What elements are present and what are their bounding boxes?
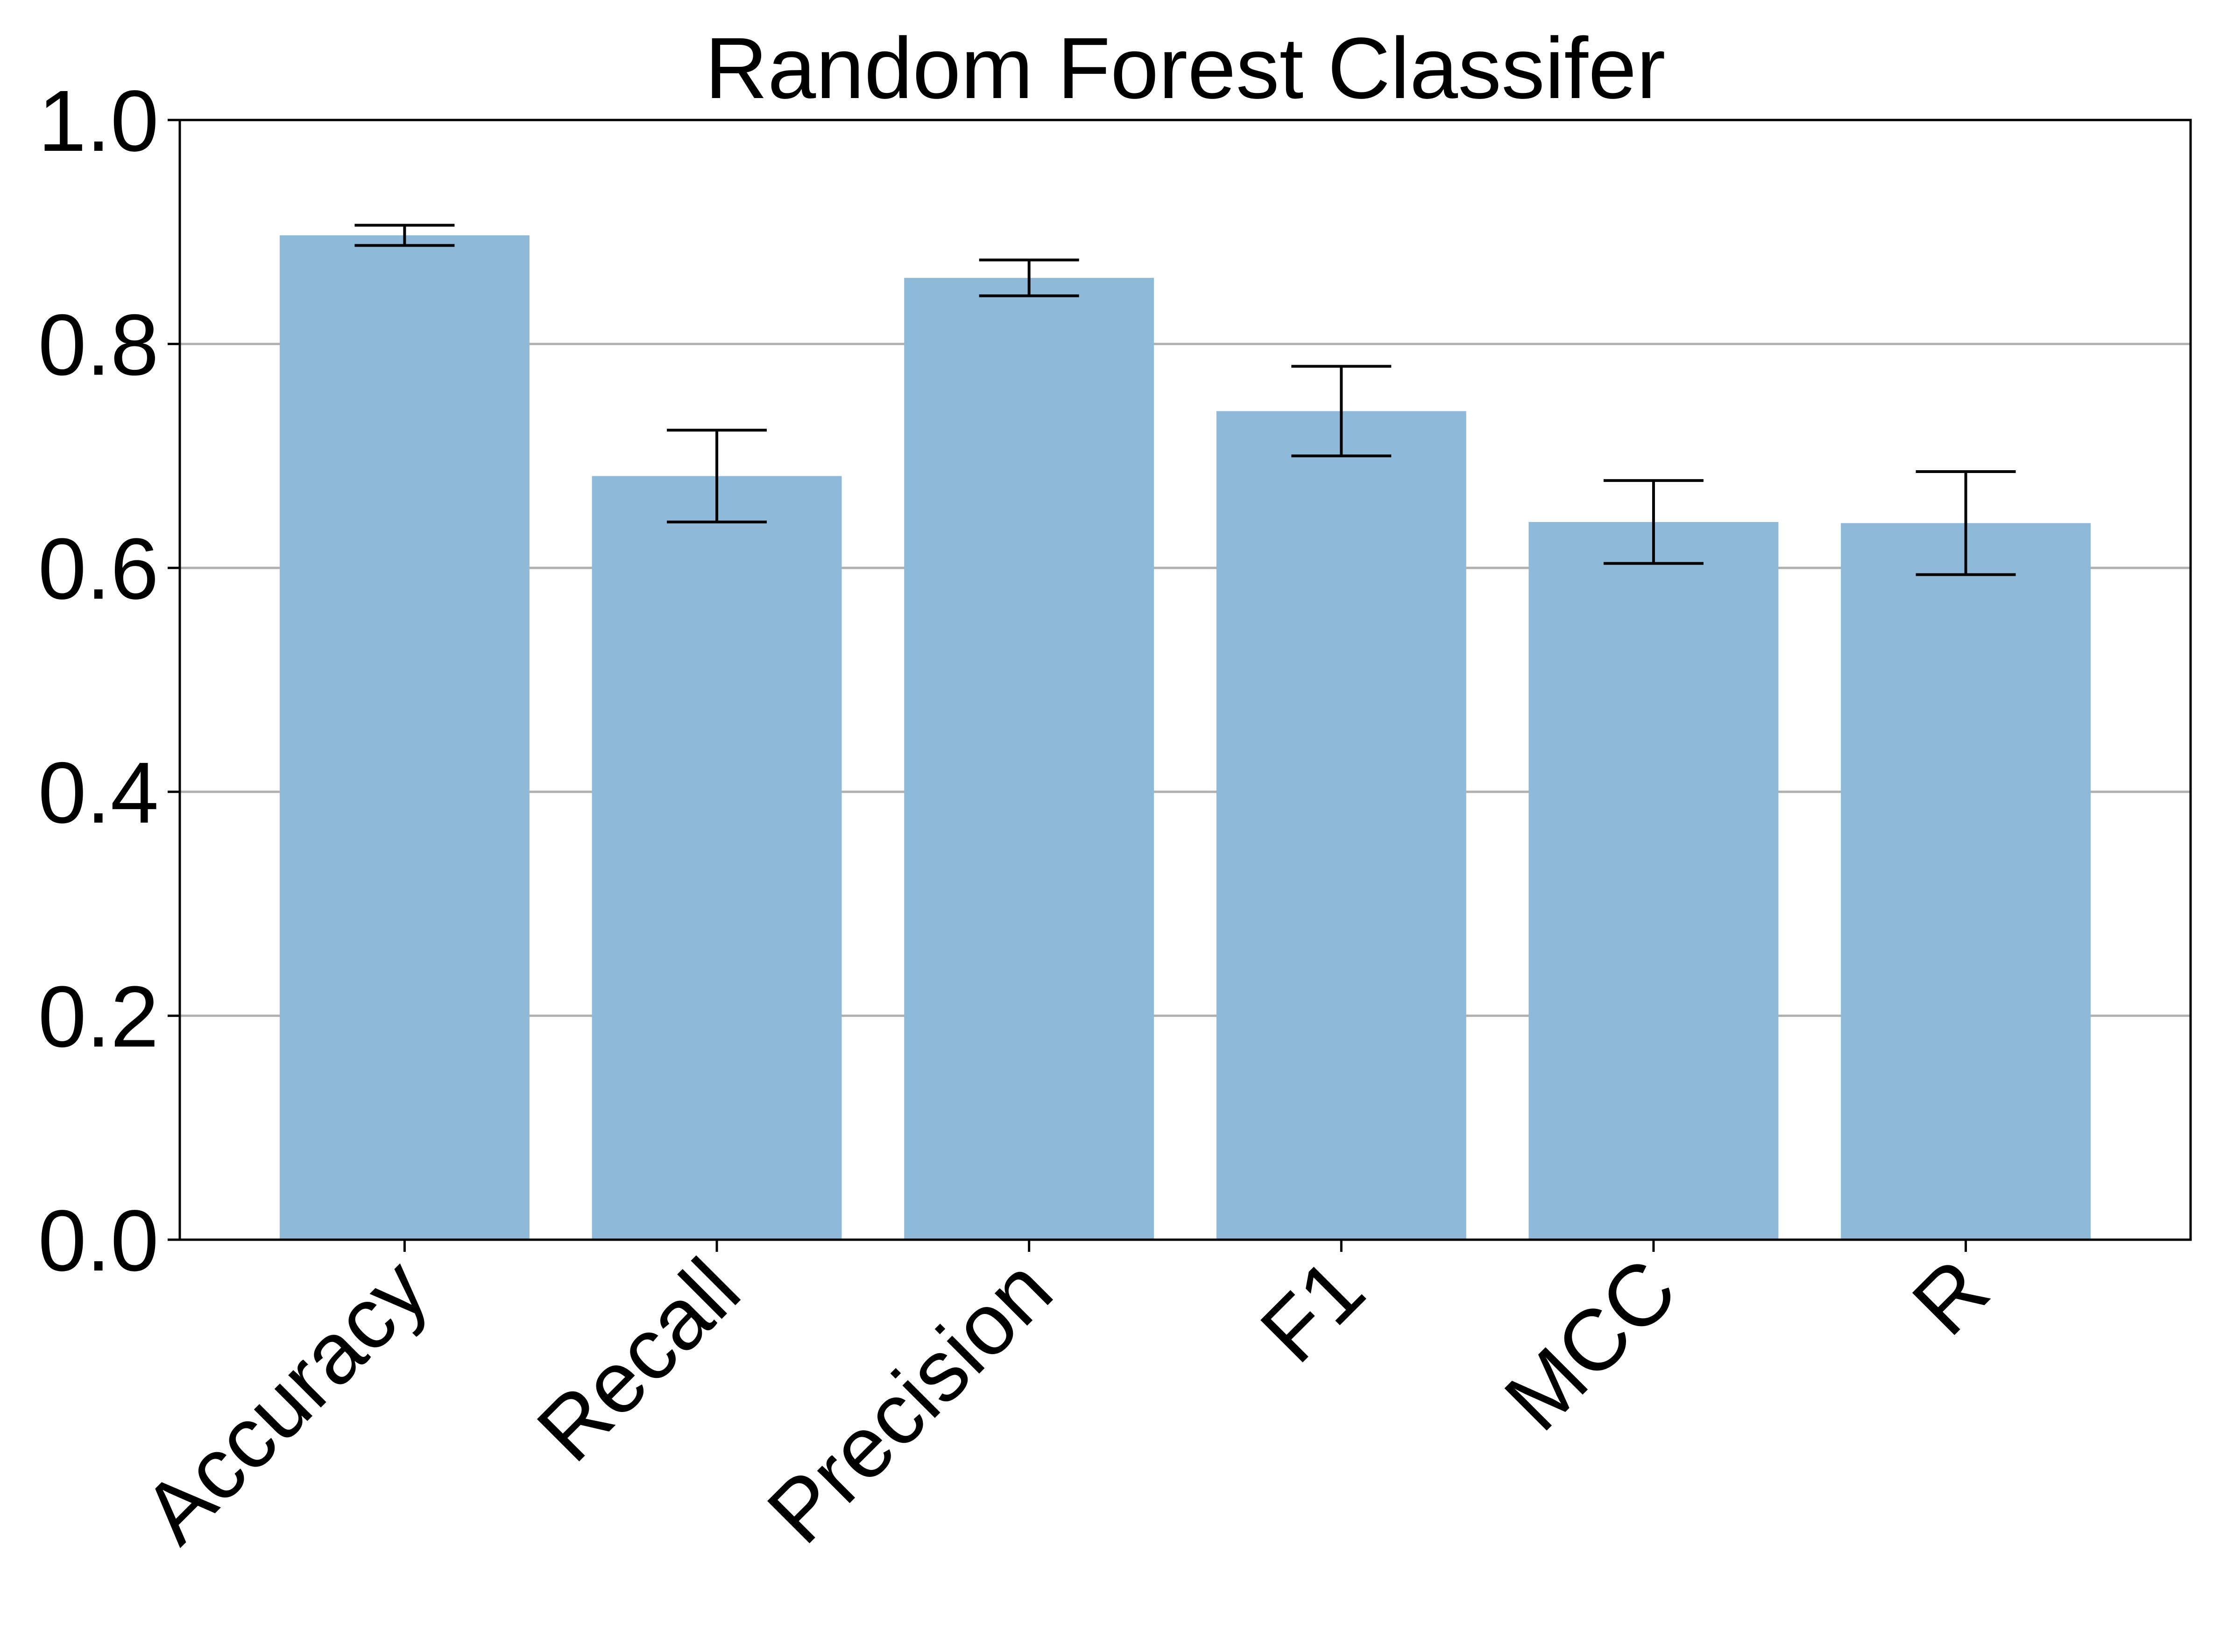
axes-frame: [178, 119, 2192, 1241]
x-tick-label-precision: Precision: [749, 1241, 1070, 1561]
y-tick-label: 0.2: [38, 968, 159, 1065]
y-tick-label: 1.0: [38, 73, 159, 169]
y-tick-label: 0.0: [38, 1193, 159, 1289]
bar-accuracy: [279, 235, 530, 1240]
chart-title: Random Forest Classifer: [705, 20, 1666, 117]
y-tick-label: 0.8: [38, 297, 159, 394]
y-tick-label: 0.6: [38, 521, 159, 617]
x-tick-label-accuracy: Accuracy: [125, 1241, 445, 1561]
x-tick-label-recall: Recall: [519, 1241, 758, 1480]
error-bar-f1: [1291, 365, 1392, 458]
bar-recall: [592, 476, 842, 1240]
error-bar-mcc: [1603, 479, 1704, 565]
y-axis: 0.0 0.2 0.4 0.6 0.8 1.0: [38, 73, 180, 1289]
error-bar-recall: [667, 429, 767, 523]
error-bar-accuracy: [354, 224, 455, 247]
error-bar-r: [1916, 470, 2016, 576]
bar-f1: [1216, 411, 1466, 1240]
error-bars: [354, 224, 2016, 576]
y-tick-label: 0.4: [38, 745, 159, 841]
bar-precision: [904, 278, 1154, 1240]
x-tick-label-mcc: MCC: [1486, 1241, 1695, 1449]
bars: [279, 235, 2091, 1240]
bar-r: [1841, 523, 2091, 1240]
x-tick-label-r: R: [1895, 1241, 2007, 1353]
bar-mcc: [1528, 522, 1779, 1240]
x-tick-label-f1: F1: [1243, 1241, 1383, 1381]
error-bar-precision: [979, 258, 1079, 297]
